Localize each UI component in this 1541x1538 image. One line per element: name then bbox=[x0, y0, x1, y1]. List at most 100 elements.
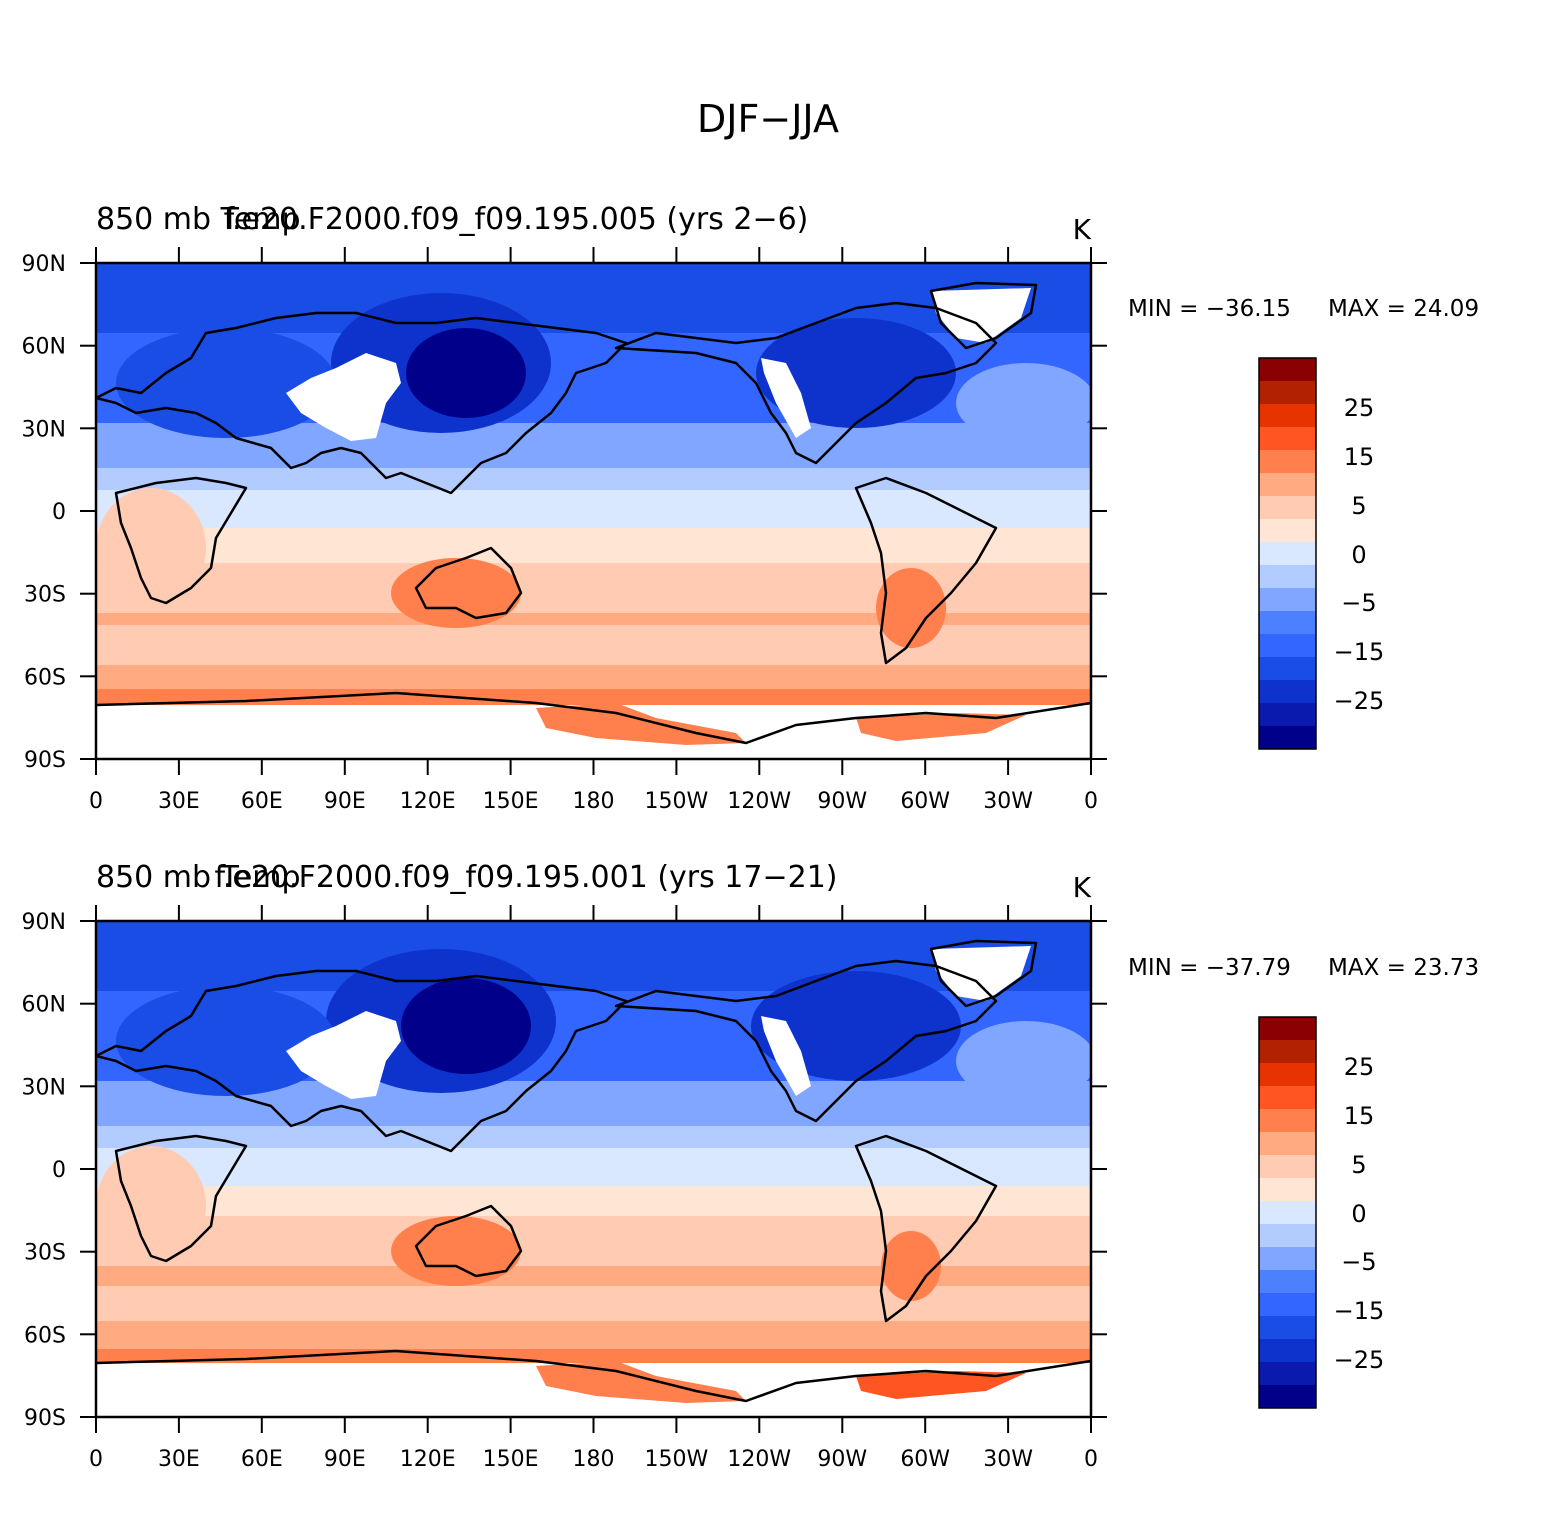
lat-label: 0 bbox=[52, 500, 66, 525]
lat-label: 90S bbox=[24, 748, 66, 773]
figure-title: DJF−JJA bbox=[697, 97, 839, 141]
max-value: MAX = 23.73 bbox=[1328, 955, 1479, 981]
band-southern-ocean bbox=[96, 1286, 1091, 1321]
lat-label: 60N bbox=[22, 993, 66, 1018]
colorbar-bin bbox=[1259, 1293, 1316, 1316]
colorbar-bin bbox=[1259, 496, 1316, 519]
lon-label: 150E bbox=[483, 1447, 539, 1472]
lat-axis bbox=[80, 262, 1107, 760]
colorbar-bin bbox=[1259, 1155, 1316, 1178]
colorbar-bin bbox=[1259, 450, 1316, 473]
lon-label: 150W bbox=[645, 1447, 709, 1472]
coast-eurasia bbox=[96, 969, 628, 1153]
colorbar-bin bbox=[1259, 1270, 1316, 1293]
coast-greenland bbox=[929, 939, 1038, 1008]
colorbar-bin bbox=[1259, 404, 1316, 427]
lon-label: 90W bbox=[817, 789, 867, 814]
lon-label: 120E bbox=[400, 1447, 456, 1472]
antarctic-peninsula-warm bbox=[536, 1361, 746, 1403]
colorbar-label: 25 bbox=[1344, 394, 1375, 422]
coast-north-america bbox=[614, 301, 998, 465]
lat-label: 60N bbox=[22, 335, 66, 360]
antarctic-peninsula-warm bbox=[536, 703, 746, 745]
lon-label: 30W bbox=[983, 789, 1033, 814]
colorbar-bin bbox=[1259, 1385, 1316, 1408]
lon-label: 150E bbox=[483, 789, 539, 814]
band-subtropic-north bbox=[96, 1126, 1091, 1148]
colorbar-frame bbox=[1258, 1016, 1317, 1409]
colorbar-bin bbox=[1259, 1109, 1316, 1132]
coast-south-america bbox=[854, 476, 998, 665]
europe-cold bbox=[116, 986, 336, 1096]
lat-label: 90S bbox=[24, 1406, 66, 1431]
rockies-mask bbox=[761, 358, 811, 438]
atlantic-cool bbox=[956, 1021, 1091, 1101]
colorbar-bin bbox=[1259, 1339, 1316, 1362]
units-label: K bbox=[1073, 213, 1092, 246]
colorbar-bin bbox=[1259, 634, 1316, 657]
colorbar-bin bbox=[1259, 542, 1316, 565]
colorbar-label: −5 bbox=[1341, 1248, 1376, 1276]
greenland-mask bbox=[931, 946, 1031, 1001]
lat-label: 30S bbox=[24, 583, 66, 608]
colorbar-bin bbox=[1259, 565, 1316, 588]
southamerica-warm bbox=[876, 568, 946, 648]
europe-cold bbox=[116, 328, 336, 438]
weddell-warm bbox=[856, 1371, 1026, 1399]
coastlines bbox=[96, 939, 1091, 1403]
band-southern-ocean bbox=[96, 625, 1091, 665]
lon-label: 90W bbox=[817, 1447, 867, 1472]
lon-label: 0 bbox=[1084, 1447, 1098, 1472]
min-value: MIN = −36.15 bbox=[1128, 296, 1291, 322]
colorbar-bin bbox=[1259, 1362, 1316, 1385]
weddell-warm bbox=[856, 713, 1026, 741]
lat-labels: 90N 60N 30N 0 30S 60S 90S bbox=[22, 910, 66, 1431]
colorbar-bin bbox=[1259, 1224, 1316, 1247]
coast-greenland bbox=[929, 281, 1038, 350]
map-plot bbox=[96, 263, 1091, 759]
panel-title-case: f.e20.F2000.f09_f09.195.005 (yrs 2−6) bbox=[224, 202, 809, 237]
siberia-coldest bbox=[406, 328, 526, 418]
band-antarctic-coast bbox=[96, 1349, 1091, 1363]
coast-australia bbox=[414, 1204, 523, 1278]
colorbar-bin bbox=[1259, 611, 1316, 634]
band-tropic-north bbox=[96, 490, 1091, 528]
coast-eurasia bbox=[96, 311, 628, 495]
colorbar-label: −15 bbox=[1334, 1297, 1385, 1325]
lat-labels: 90N 60N 30N 0 30S 60S 90S bbox=[22, 252, 66, 773]
lon-label: 0 bbox=[1084, 789, 1098, 814]
lon-labels: 0 30E 60E 90E 120E 150E 180 150W 120W 90… bbox=[89, 789, 1098, 814]
rockies-mask bbox=[761, 1016, 811, 1096]
colorbar-label: −25 bbox=[1334, 687, 1385, 715]
tibet-mask bbox=[286, 353, 401, 441]
australia-warm bbox=[391, 1216, 521, 1286]
colorbar-frame bbox=[1258, 357, 1317, 750]
lon-label: 60W bbox=[900, 1447, 950, 1472]
lon-labels: 0 30E 60E 90E 120E 150E 180 150W 120W 90… bbox=[89, 1447, 1098, 1472]
atlantic-cool bbox=[956, 363, 1091, 443]
panel-2: 850 mb Temp f.e20.F2000.f09_f09.195.001 … bbox=[22, 860, 1480, 1472]
lon-label: 60E bbox=[241, 1447, 283, 1472]
coast-africa bbox=[114, 476, 248, 605]
min-value: MIN = −37.79 bbox=[1128, 955, 1291, 981]
colorbar-label: −15 bbox=[1334, 638, 1385, 666]
colorbar-bin bbox=[1259, 588, 1316, 611]
colorbar-bin bbox=[1259, 1201, 1316, 1224]
colorbar-bin bbox=[1259, 1040, 1316, 1063]
coastlines bbox=[96, 281, 1091, 745]
lon-label: 180 bbox=[573, 789, 615, 814]
colorbar-bin bbox=[1259, 1247, 1316, 1270]
lat-axis bbox=[80, 920, 1107, 1418]
band-antarctic-coast bbox=[96, 689, 1091, 705]
band-equator bbox=[96, 528, 1091, 563]
colorbar-label: 15 bbox=[1344, 443, 1375, 471]
map-plot bbox=[96, 921, 1091, 1417]
colorbar-label: −5 bbox=[1341, 589, 1376, 617]
coast-antarctica bbox=[96, 1349, 1091, 1403]
greenland-mask bbox=[931, 288, 1031, 343]
colorbar-label: −25 bbox=[1334, 1346, 1385, 1374]
colorbar-label: 0 bbox=[1351, 541, 1366, 569]
lon-axis bbox=[95, 247, 1092, 775]
colorbar-bin bbox=[1259, 726, 1316, 749]
